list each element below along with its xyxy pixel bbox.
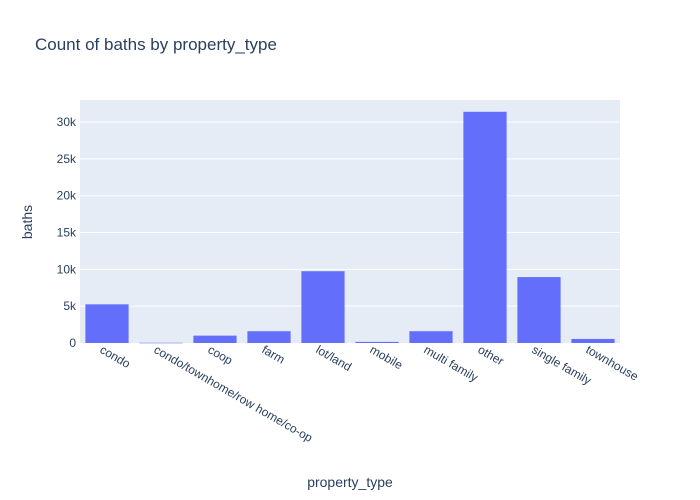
y-tick-label: 25k — [57, 152, 77, 166]
bar — [409, 331, 453, 343]
x-tick-label: other — [476, 342, 507, 368]
gridlines — [80, 121, 620, 307]
y-tick-label: 15k — [57, 226, 77, 240]
bar — [247, 331, 291, 343]
x-tick-label: lot/land — [314, 342, 355, 373]
y-axis-title: baths — [19, 205, 35, 239]
y-tick-label: 10k — [57, 262, 77, 276]
y-axis-ticks: 0 5k 10k 15k 20k 25k 30k — [57, 115, 77, 350]
bar — [85, 304, 129, 343]
y-tick-label: 5k — [63, 299, 77, 313]
bar — [301, 271, 345, 343]
bar — [517, 277, 561, 343]
x-tick-label: farm — [260, 342, 288, 366]
y-tick-label: 30k — [57, 115, 77, 129]
bars — [85, 111, 615, 344]
y-tick-label: 0 — [69, 336, 76, 350]
x-tick-label: single family — [530, 342, 594, 387]
bar — [463, 111, 507, 343]
chart-title: Count of baths by property_type — [35, 35, 277, 54]
x-tick-label: coop — [206, 342, 236, 367]
bar — [193, 335, 237, 343]
x-axis-title: property_type — [307, 474, 393, 490]
y-tick-label: 20k — [57, 189, 77, 203]
bar — [355, 341, 399, 343]
bar — [571, 338, 615, 343]
x-tick-label: mobile — [368, 342, 406, 372]
x-tick-label: condo — [98, 342, 134, 371]
bar — [139, 342, 183, 344]
x-tick-label: multi family — [422, 342, 481, 384]
